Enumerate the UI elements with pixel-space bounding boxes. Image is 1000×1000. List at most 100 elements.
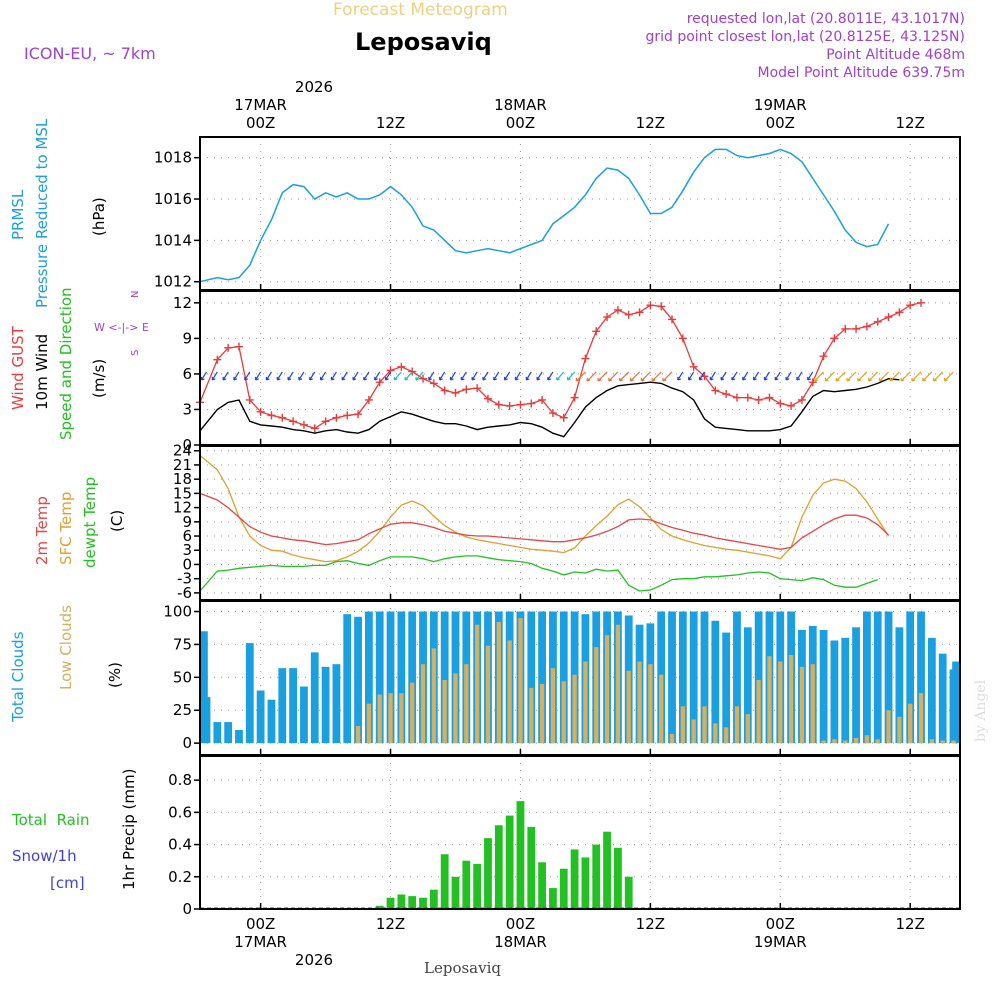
wind-arrow xyxy=(846,371,857,382)
wind-arrow xyxy=(597,371,608,382)
wind-arrow xyxy=(575,371,586,382)
wind-arrow xyxy=(586,371,597,382)
wind-arrow xyxy=(341,371,348,381)
wind-arrow-head xyxy=(255,376,259,381)
wind-arrow xyxy=(630,371,640,382)
wind-arrow-head xyxy=(629,377,634,382)
gust-marker xyxy=(689,362,698,371)
low-cloud-bar xyxy=(377,694,382,744)
wind-arrow xyxy=(504,371,511,381)
wind-arrow xyxy=(255,371,262,381)
gust-marker xyxy=(830,334,839,343)
label-low-clouds: Low Clouds xyxy=(57,605,75,690)
label-gust: Wind GUST xyxy=(9,325,27,410)
wind-arrow-head xyxy=(341,376,346,381)
total-cloud-bar xyxy=(884,611,893,744)
gust-marker xyxy=(776,399,785,408)
wind-arrow-head xyxy=(439,376,443,381)
wind-arrow-head xyxy=(785,376,790,381)
gust-marker xyxy=(267,411,276,420)
wind-arrow-head xyxy=(731,376,736,381)
top-year: 2026 xyxy=(295,78,333,96)
low-cloud-bar xyxy=(778,661,783,744)
total-cloud-bar xyxy=(852,627,860,744)
low-cloud-bar xyxy=(604,635,610,744)
total-cloud-bar xyxy=(364,611,373,744)
gust-marker xyxy=(224,343,233,352)
wind-arrow xyxy=(309,371,316,381)
wind-arrow-head xyxy=(575,377,580,382)
bottom-hour: 00Z xyxy=(506,915,535,933)
low-cloud-bar xyxy=(388,693,393,744)
tick-label-temp: 9 xyxy=(182,513,192,531)
low-cloud-bar xyxy=(908,703,913,744)
gust-marker xyxy=(375,378,384,387)
gust-marker xyxy=(754,395,763,404)
label-snow-cm: [cm] xyxy=(50,874,85,892)
wind-arrow xyxy=(807,371,814,381)
low-cloud-bar xyxy=(485,645,491,744)
total-cloud-bar xyxy=(754,611,763,744)
wind-arrow-head xyxy=(943,377,948,382)
rain-bar xyxy=(527,826,536,909)
rain-bar xyxy=(494,825,503,909)
rain-bar xyxy=(429,889,438,909)
gust-marker xyxy=(234,342,243,351)
gust-marker xyxy=(548,409,557,418)
gust-marker xyxy=(635,308,644,317)
top-hour: 00Z xyxy=(506,114,535,132)
gust-marker xyxy=(321,417,330,426)
wind-arrow xyxy=(688,371,695,381)
wind-arrow xyxy=(482,371,489,381)
wind-arrow-head xyxy=(933,377,937,382)
total-cloud-bar xyxy=(733,611,741,744)
gust-marker xyxy=(787,401,796,410)
rain-bar xyxy=(603,831,611,909)
tick-label-wind: 9 xyxy=(182,329,192,347)
total-cloud-bar xyxy=(321,666,330,744)
gust-marker xyxy=(429,379,438,388)
wind-arrow-head xyxy=(824,377,829,382)
wind-arrow-head xyxy=(651,377,656,382)
gust-line xyxy=(199,302,922,430)
total-cloud-bar xyxy=(862,611,871,744)
tick-label-temp: -6 xyxy=(177,584,192,602)
panel-frame xyxy=(199,445,961,601)
top-hour: 00Z xyxy=(766,114,795,132)
low-cloud-bar xyxy=(529,687,534,744)
total-cloud-bar xyxy=(343,614,352,744)
gust-marker xyxy=(354,410,363,419)
gust-marker xyxy=(451,388,460,397)
wind-arrow-head xyxy=(287,376,292,381)
low-cloud-bar xyxy=(832,739,837,744)
wind-arrow-head xyxy=(753,376,757,381)
header-requested: requested lon,lat (20.8011E, 43.1017N) xyxy=(687,11,965,27)
wind-arrow-head xyxy=(449,376,454,381)
panel-frame xyxy=(199,290,961,446)
rain-bar xyxy=(440,854,449,909)
wind-arrow xyxy=(785,371,792,381)
wind-arrow xyxy=(460,371,467,381)
wind-arrow-head xyxy=(677,376,682,381)
low-cloud-bar xyxy=(518,618,523,744)
gust-marker xyxy=(278,413,287,422)
compass-s: S xyxy=(130,350,141,356)
label-pressure-unit: (hPa) xyxy=(90,197,108,236)
total-cloud-bar xyxy=(289,668,298,744)
total-cloud-bar xyxy=(689,611,698,744)
bottom-date: 17MAR xyxy=(234,933,287,951)
low-cloud-bar xyxy=(691,719,696,744)
wind-arrow-head xyxy=(471,376,476,381)
wind-arrow xyxy=(493,371,500,381)
low-cloud-bar xyxy=(464,664,469,744)
header-model-altitude: Model Point Altitude 639.75m xyxy=(758,65,965,81)
wind-arrow-head xyxy=(911,377,916,382)
low-cloud-bar xyxy=(550,668,556,744)
bottom-hour: 12Z xyxy=(636,915,665,933)
wind-arrow-head xyxy=(742,376,746,381)
low-cloud-bar xyxy=(918,693,924,744)
gust-marker xyxy=(668,315,677,324)
wind-arrow-head xyxy=(404,376,409,381)
gust-marker xyxy=(559,413,568,422)
gust-marker xyxy=(743,393,752,402)
